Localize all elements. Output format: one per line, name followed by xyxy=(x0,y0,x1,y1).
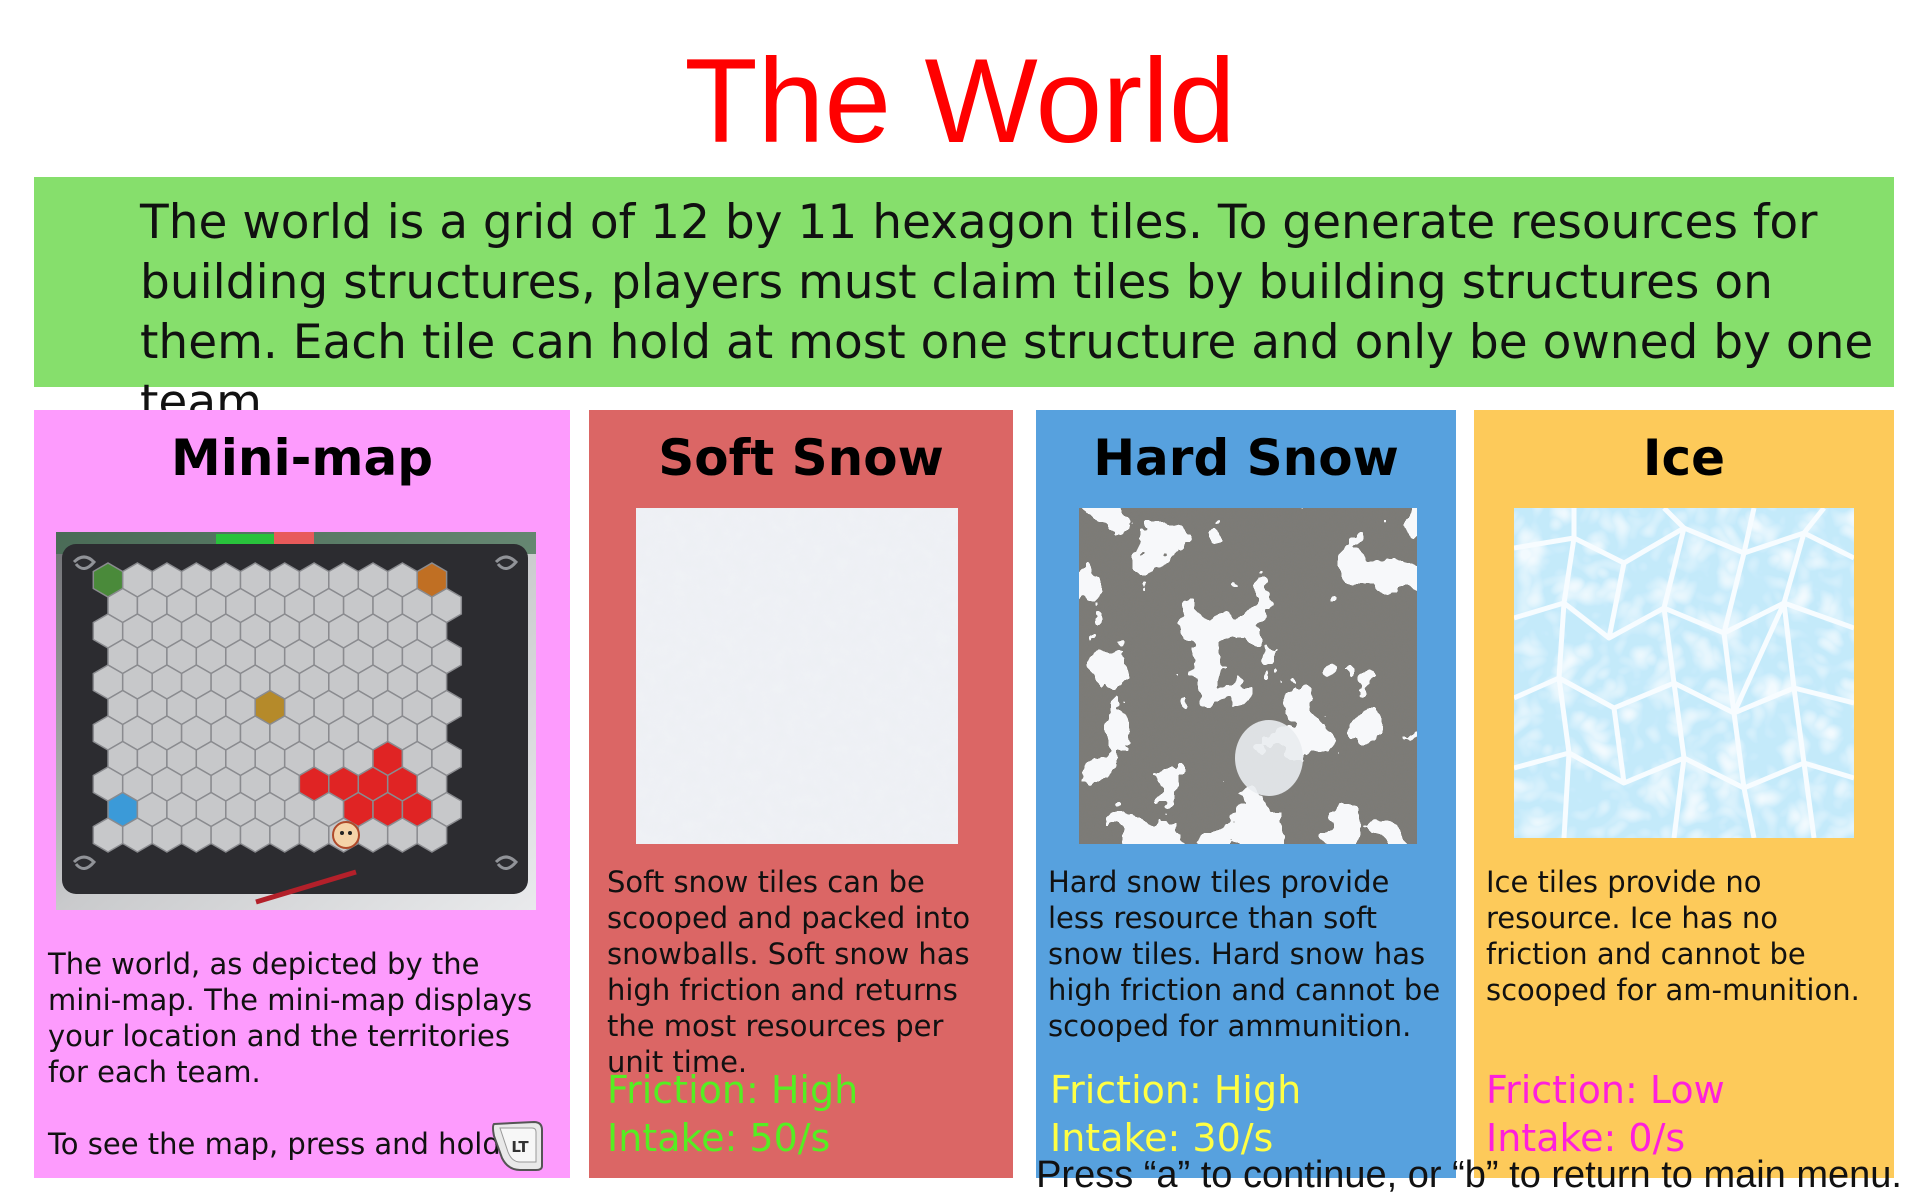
ice-crack xyxy=(1611,707,1627,784)
ice-description: Ice tiles provide no resource. Ice has n… xyxy=(1486,865,1860,1007)
ice-crack xyxy=(1731,601,1787,715)
soft-snow-panel: Soft Snow Soft snow tiles can be scooped… xyxy=(589,410,1013,1178)
minimap-description: The world, as depicted by the mini-map. … xyxy=(48,947,533,1089)
hex-tile xyxy=(298,817,330,853)
hex-tile xyxy=(92,817,124,853)
hex-tile xyxy=(151,817,183,853)
hex-tile xyxy=(180,817,212,853)
hard-snow-panel: Hard Snow Hard snow tiles xyxy=(1036,410,1456,1178)
hex-tile xyxy=(416,817,448,853)
soft-snow-description: Soft snow tiles can be scooped and packe… xyxy=(607,865,971,1079)
soft-snow-heading: Soft Snow xyxy=(658,429,944,487)
ice-cracks xyxy=(1514,508,1854,838)
lt-trigger-icon: LT xyxy=(490,1118,546,1172)
minimap-heading: Mini-map xyxy=(170,429,433,487)
ice-crack xyxy=(1721,508,1757,838)
ice-crack xyxy=(1661,508,1687,838)
hex-tile xyxy=(269,817,301,853)
ice-crack xyxy=(1781,508,1826,838)
hex-tile xyxy=(239,817,271,853)
ice-heading: Ice xyxy=(1642,429,1726,487)
soft-snow-friction: Friction: High xyxy=(607,1068,859,1112)
minimap-panel: Mini-map xyxy=(34,410,570,1178)
ice-intake: Intake: 0/s xyxy=(1486,1116,1686,1160)
hard-snow-heading: Hard Snow xyxy=(1093,429,1399,487)
hard-snow-description: Hard snow tiles provide less resource th… xyxy=(1048,865,1441,1043)
hex-tile xyxy=(121,817,153,853)
minimap-hint: To see the map, press and hold: xyxy=(48,1127,511,1161)
ice-panel: Ice Ice tiles provide no resource. Ice h… xyxy=(1474,410,1894,1178)
ice-texture xyxy=(1514,508,1854,838)
hard-snow-intake: Intake: 30/s xyxy=(1050,1116,1274,1160)
intro-text: The world is a grid of 12 by 11 hexagon … xyxy=(34,177,1894,430)
page-title: The World xyxy=(684,34,1236,168)
soft-snow-intake: Intake: 50/s xyxy=(607,1116,831,1160)
hex-tile xyxy=(210,817,242,853)
minimap-image xyxy=(56,532,536,910)
hard-snow-texture xyxy=(1079,508,1417,844)
ice-crack xyxy=(1556,508,1577,838)
svg-text:LT: LT xyxy=(511,1138,529,1156)
hex-tile-grid xyxy=(92,562,463,853)
ice-crack xyxy=(1606,562,1627,639)
soft-snow-texture xyxy=(636,508,958,844)
hex-tile xyxy=(357,817,389,853)
navigation-footer: Press “a” to continue, or “b” to return … xyxy=(1036,1154,1902,1196)
player-location-icon xyxy=(332,821,360,849)
hard-snow-friction: Friction: High xyxy=(1050,1068,1302,1112)
ice-friction: Friction: Low xyxy=(1486,1068,1725,1112)
hex-tile xyxy=(386,817,418,853)
